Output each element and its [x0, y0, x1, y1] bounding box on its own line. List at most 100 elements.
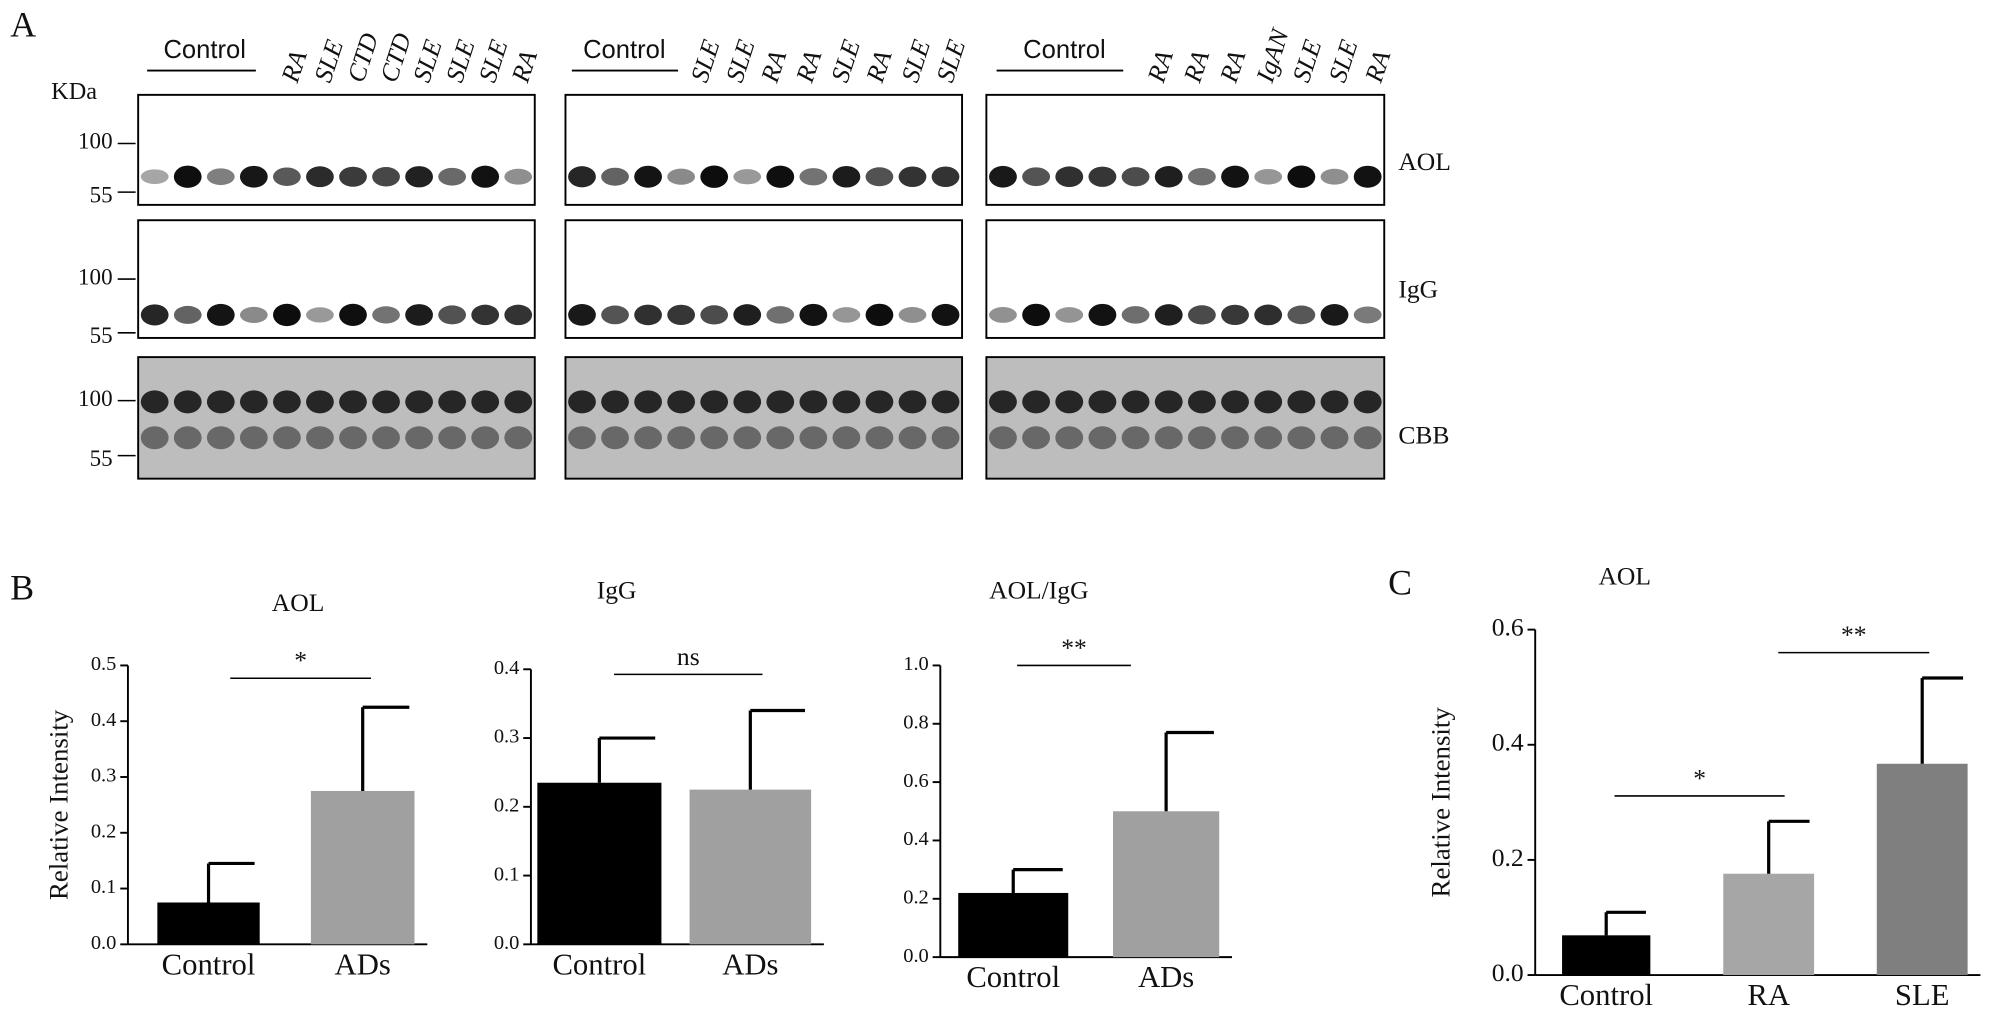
blot-frame	[985, 93, 1386, 206]
blot-band	[601, 426, 629, 450]
blot-band	[206, 390, 235, 414]
blot-band	[173, 390, 202, 414]
y-tick-label: 0.0	[1492, 958, 1524, 987]
blot-band	[865, 426, 894, 450]
blot-frame	[564, 93, 964, 206]
blot-band	[1121, 426, 1150, 450]
row-label: IgG	[1398, 275, 1438, 304]
blot-band	[832, 165, 861, 188]
blot-band	[1022, 167, 1051, 187]
y-tick-label: 0.4	[494, 657, 520, 679]
marker-label: 55	[90, 445, 113, 471]
x-tick-label: ADs	[722, 947, 778, 981]
blot-frame	[137, 93, 536, 206]
lane-label: RA	[755, 47, 793, 87]
lane-label: SLE	[685, 36, 726, 86]
blot-band	[1121, 167, 1150, 187]
x-tick-label: Control	[1559, 978, 1653, 1012]
blot-band	[832, 390, 861, 414]
group-label: Control	[163, 36, 245, 64]
blot-band	[471, 165, 500, 188]
marker-label: 100	[78, 385, 113, 411]
x-tick-label: RA	[1747, 978, 1790, 1012]
significance-label: **	[1841, 620, 1867, 649]
blot-band	[504, 426, 533, 450]
y-tick-label: 0.2	[903, 886, 929, 908]
blot-band	[504, 168, 533, 185]
blot-band	[1187, 426, 1216, 450]
blot-band	[865, 167, 894, 187]
blot-band	[667, 304, 696, 326]
blot-band	[1187, 305, 1216, 325]
blot-band	[306, 307, 334, 323]
blot-band	[1088, 390, 1117, 414]
blot-band	[898, 390, 927, 414]
blot-band	[239, 306, 268, 323]
y-tick-label: 0.6	[1492, 612, 1524, 641]
blot-band	[339, 426, 367, 450]
panel-label: C	[1388, 562, 1412, 602]
blot-band	[989, 307, 1017, 323]
blot-band	[1353, 390, 1382, 414]
blot-band	[173, 305, 202, 324]
blot-band	[471, 390, 500, 414]
blot-band	[1055, 166, 1084, 188]
blot-frame	[137, 219, 536, 339]
blot-band	[1254, 168, 1283, 185]
blot-band	[438, 426, 467, 450]
blot-band	[504, 390, 533, 414]
blot-band	[372, 306, 400, 324]
blot-band	[766, 390, 795, 414]
blot-band	[1254, 304, 1283, 326]
y-tick-label: 0.4	[903, 828, 929, 850]
blot-band	[1353, 165, 1382, 188]
group-label: Control	[1023, 36, 1105, 64]
blot-band	[206, 303, 235, 326]
blot-band	[700, 305, 729, 325]
blot-band	[1320, 426, 1349, 450]
blot-band	[273, 426, 301, 450]
blot-band	[239, 390, 268, 414]
blot-band	[667, 390, 696, 414]
blot-band	[1121, 390, 1150, 414]
y-tick-label: 0.0	[903, 945, 929, 967]
blot-band	[634, 390, 662, 414]
blot-band	[799, 168, 828, 186]
blot-band	[339, 303, 367, 327]
row-label: AOL	[1398, 147, 1451, 176]
blot-band	[273, 167, 301, 186]
y-tick-label: 0.4	[91, 709, 117, 731]
y-tick-label: 0.0	[494, 932, 520, 954]
blot-band	[989, 426, 1017, 450]
blot-band	[1287, 426, 1316, 450]
blot-band	[405, 426, 433, 450]
blot-band	[206, 168, 235, 186]
blot-frame	[985, 219, 1386, 339]
blot-band	[1088, 426, 1117, 450]
blot-band	[799, 303, 828, 326]
panel-label: B	[10, 567, 34, 607]
blot-band	[634, 165, 662, 188]
blot-band	[1055, 390, 1084, 414]
marker-label: 55	[90, 322, 113, 348]
lane-label: RA	[1214, 47, 1252, 87]
blot-band	[700, 390, 729, 414]
blot-band	[306, 166, 334, 188]
blot-band	[733, 426, 762, 450]
error-bar	[748, 708, 806, 790]
kda-label: KDa	[51, 78, 97, 105]
blot-band	[568, 304, 596, 326]
blot-band	[898, 306, 927, 323]
blot-band	[667, 426, 696, 450]
blot-band	[239, 165, 268, 188]
error-bar	[1164, 730, 1214, 812]
bar	[1876, 763, 1968, 976]
blot-band	[634, 426, 662, 450]
blot-band	[568, 390, 596, 414]
blot-band	[634, 304, 662, 326]
bar	[1562, 935, 1651, 976]
blot-band	[989, 165, 1017, 188]
y-tick-label: 0.1	[494, 863, 520, 885]
lane-label: SLE	[895, 36, 936, 86]
blot-band	[1320, 304, 1349, 326]
